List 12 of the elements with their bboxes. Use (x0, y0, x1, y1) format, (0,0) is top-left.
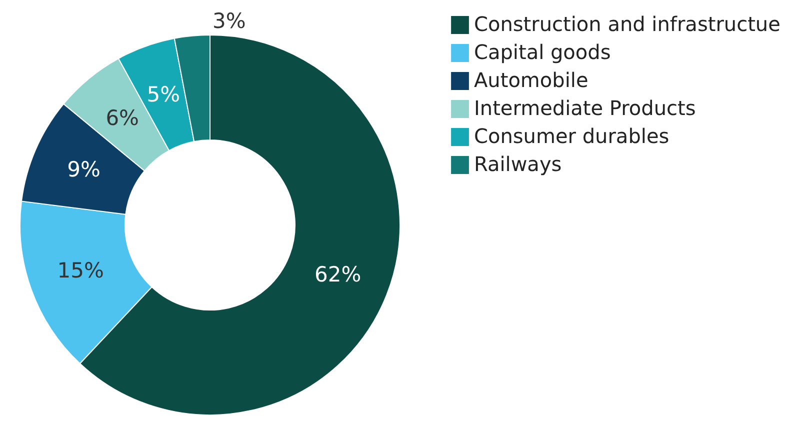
data-label: 15% (57, 258, 104, 283)
data-label: 3% (212, 8, 246, 33)
data-label: 5% (146, 82, 180, 107)
legend-label: Railways (474, 152, 562, 176)
legend-label: Consumer durables (474, 124, 670, 148)
data-label: 62% (314, 262, 362, 287)
legend-label: Construction and infrastructue (474, 12, 780, 36)
legend-label: Intermediate Products (474, 96, 696, 120)
legend-label: Capital goods (474, 40, 611, 64)
data-label: 6% (106, 106, 140, 130)
legend-label: Automobile (474, 68, 588, 92)
data-label: 9% (67, 157, 100, 182)
